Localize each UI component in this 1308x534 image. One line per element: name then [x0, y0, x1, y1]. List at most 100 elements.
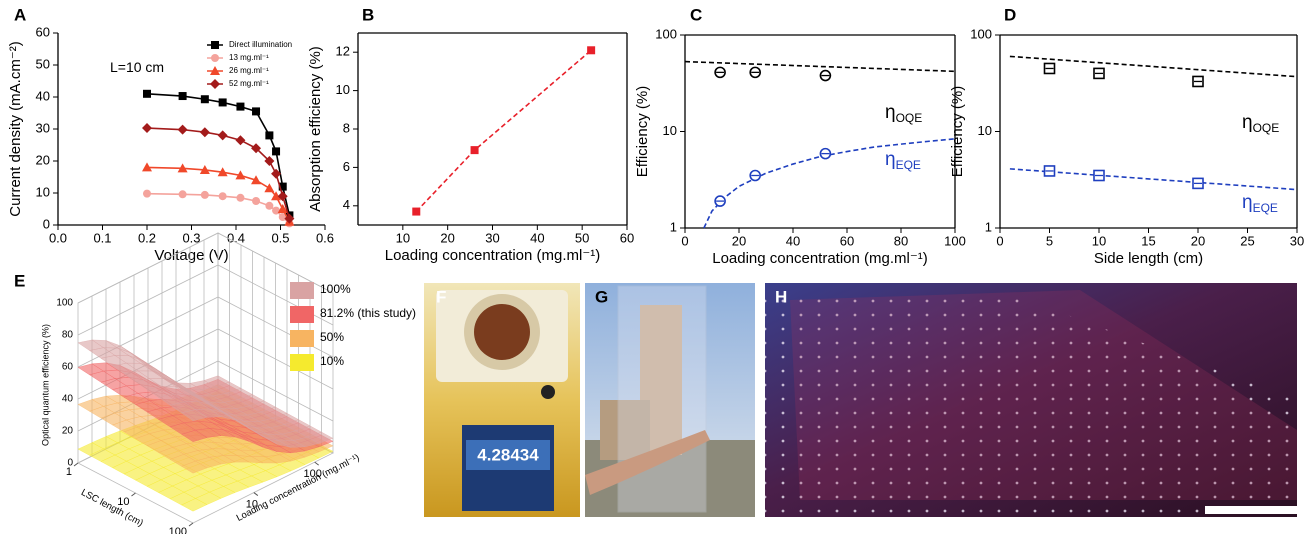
x-tick-label: 1 — [66, 466, 72, 478]
panel-label: G — [595, 287, 608, 306]
y-tick-label: 100 — [655, 26, 677, 41]
x-tick-label: 0 — [681, 233, 688, 248]
y-tick-mark — [254, 493, 258, 496]
grid-line — [78, 265, 333, 335]
x-tick-mark — [189, 523, 193, 526]
y-tick-label: 8 — [343, 120, 350, 135]
x-tick-label: 10 — [396, 230, 410, 245]
photo-f: 4.28434 F — [424, 283, 580, 517]
annotation: ηEQE — [1242, 192, 1278, 215]
marker — [236, 103, 244, 111]
legend-label: 13 mg.ml⁻¹ — [229, 53, 269, 62]
legend-marker — [211, 41, 219, 49]
annotation-text: η — [885, 149, 896, 170]
z-tick-label: 40 — [62, 394, 74, 405]
x-axis-label: Loading concentration (mg.ml⁻¹) — [712, 250, 928, 267]
panel-label: F — [436, 287, 446, 306]
y-tick-label: 10 — [36, 184, 50, 199]
figure: 4.28434 F G H 0.00.10.20.30.40.50.601020… — [0, 0, 1308, 534]
x-tick-label: 40 — [786, 233, 800, 248]
legend-label: 81.2% (this study) — [320, 306, 416, 320]
legend-label: Direct illumination — [229, 40, 292, 49]
photo-h: H — [765, 283, 1297, 517]
z-tick-label: 80 — [62, 330, 74, 341]
marker — [142, 123, 152, 133]
annotation-text: L=10 cm — [110, 59, 164, 75]
x-tick-label: 0.5 — [271, 230, 289, 245]
marker — [235, 135, 245, 145]
x-axis-label: Side length (cm) — [1094, 250, 1203, 267]
display-reading: 4.28434 — [477, 445, 539, 464]
legend-swatch — [290, 354, 314, 371]
x-tick-label: 5 — [1046, 233, 1053, 248]
x-tick-label: 20 — [732, 233, 746, 248]
panel-label: C — [690, 5, 702, 24]
x-tick-label: 0 — [996, 233, 1003, 248]
marker — [272, 147, 280, 155]
marker — [219, 98, 227, 106]
annotation: L=10 cm — [110, 59, 164, 75]
x-tick-label: 15 — [1141, 233, 1155, 248]
marker — [178, 125, 188, 135]
y-tick-label: 4 — [343, 197, 350, 212]
x-tick-label: 20 — [440, 230, 454, 245]
x-tick-label: 0.6 — [316, 230, 334, 245]
legend-label: 52 mg.ml⁻¹ — [229, 79, 269, 88]
marker — [179, 190, 187, 198]
z-tick-label: 60 — [62, 362, 74, 373]
y-axis-label: Current density (mA.cm⁻²) — [7, 41, 24, 216]
sample — [474, 304, 530, 360]
y-tick-label: 1 — [985, 219, 992, 234]
y-axis-label: Efficiency (%) — [949, 86, 966, 177]
marker — [265, 202, 273, 210]
marker — [179, 92, 187, 100]
y-tick-mark — [315, 462, 319, 465]
y-tick-label: 40 — [36, 88, 50, 103]
scale-bar — [1205, 506, 1297, 514]
x-axis-label: Loading concentration (mg.ml⁻¹) — [385, 247, 601, 264]
x-axis-label: Voltage (V) — [154, 247, 228, 264]
series-line — [147, 94, 289, 216]
x-tick-label: 0.2 — [138, 230, 156, 245]
annotation: ηOQE — [1242, 112, 1279, 135]
x-tick-label: 20 — [1191, 233, 1205, 248]
y-tick-label: 6 — [343, 159, 350, 174]
panel-label: H — [775, 287, 787, 306]
x-tick-label: 30 — [485, 230, 499, 245]
legend-swatch — [290, 306, 314, 323]
legend-swatch — [290, 330, 314, 347]
marker — [143, 90, 151, 98]
y-tick-label: 12 — [336, 44, 350, 59]
legend-label: 50% — [320, 330, 344, 344]
page: {"chart_data": [ {"type": "line", "label… — [0, 0, 1308, 534]
marker — [252, 197, 260, 205]
marker — [272, 207, 280, 215]
panel-label: D — [1004, 5, 1016, 24]
marker — [201, 95, 209, 103]
annotation-sub: OQE — [1253, 121, 1280, 135]
annotation-text: η — [885, 102, 896, 123]
panel-label: E — [14, 271, 25, 290]
marker — [252, 107, 260, 115]
z-tick-label: 100 — [56, 298, 73, 309]
marker — [587, 46, 595, 54]
marker — [471, 146, 479, 154]
x-tick-mark — [74, 463, 78, 466]
x-tick-mark — [132, 493, 136, 496]
marker — [219, 192, 227, 200]
marker — [218, 130, 228, 140]
annotation-text: η — [1242, 112, 1253, 133]
legend-marker — [211, 54, 219, 62]
x-tick-label: 100 — [944, 233, 966, 248]
y-tick-label: 1 — [670, 219, 677, 234]
x-tick-label: 0.0 — [49, 230, 67, 245]
x-tick-label: 50 — [575, 230, 589, 245]
photo-g: G — [585, 283, 755, 517]
marker — [200, 127, 210, 137]
x-tick-label: 60 — [620, 230, 634, 245]
annotation-sub: OQE — [896, 111, 923, 125]
x-tick-label: 25 — [1240, 233, 1254, 248]
x-tick-label: 10 — [1092, 233, 1106, 248]
legend-label: 10% — [320, 354, 344, 368]
legend-label: 26 mg.ml⁻¹ — [229, 66, 269, 75]
